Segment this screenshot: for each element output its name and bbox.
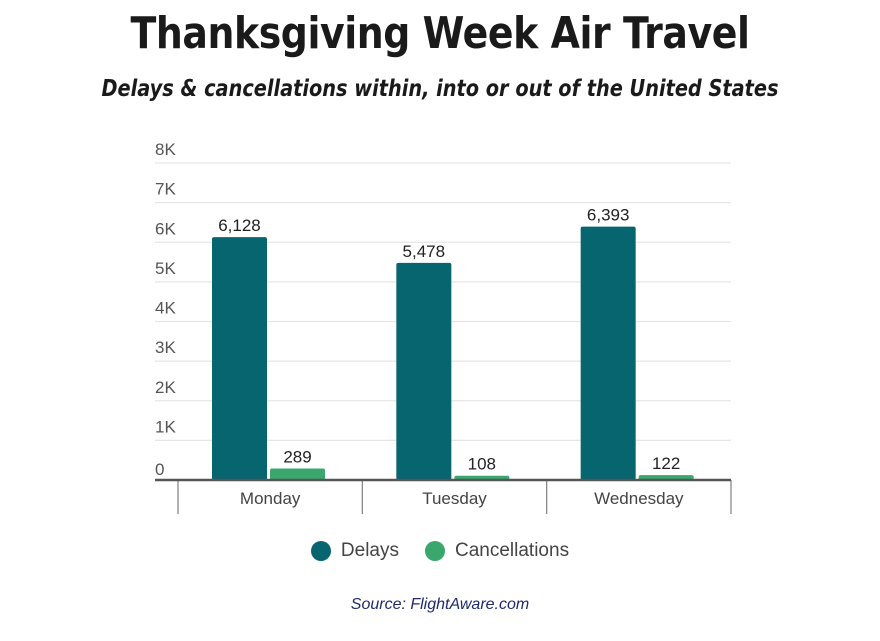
- y-tick-label: 3K: [155, 338, 176, 357]
- chart-title: Thanksgiving Week Air Travel: [130, 8, 750, 59]
- bar-value-label: 6,128: [218, 216, 261, 235]
- y-tick-label: 4K: [155, 299, 176, 318]
- bar-value-label: 108: [468, 455, 496, 474]
- legend-dot-icon: [425, 541, 445, 561]
- y-tick-label: 6K: [155, 219, 176, 238]
- delays-bar[interactable]: [396, 262, 452, 480]
- bar-value-label: 5,478: [403, 242, 446, 261]
- cancellations-bar[interactable]: [270, 468, 325, 480]
- y-tick-label: 2K: [155, 378, 176, 397]
- bar-value-label: 6,393: [587, 206, 630, 225]
- legend-item-cancellations[interactable]: Cancellations: [425, 540, 569, 562]
- bar-value-label: 122: [652, 454, 680, 473]
- y-tick-label: 1K: [155, 417, 176, 436]
- y-tick-label: 0: [155, 460, 164, 479]
- x-category-label: Tuesday: [422, 489, 487, 508]
- y-tick-label: 7K: [155, 180, 176, 199]
- delays-bar[interactable]: [580, 226, 636, 480]
- bar-value-label: 289: [283, 448, 311, 467]
- legend-dot-icon: [310, 541, 331, 561]
- x-category-label: Monday: [240, 489, 301, 508]
- y-tick-label: 8K: [155, 140, 176, 159]
- legend-label: Cancellations: [455, 540, 570, 561]
- legend: Delays Cancellations: [0, 540, 880, 562]
- delays-bar[interactable]: [212, 237, 267, 480]
- y-tick-label: 5K: [155, 259, 176, 278]
- x-category-label: Wednesday: [594, 489, 684, 508]
- legend-label: Delays: [340, 540, 399, 561]
- legend-item-delays[interactable]: Delays: [310, 540, 399, 562]
- chart-subtitle: Delays & cancellations within, into or o…: [101, 76, 779, 102]
- source-note: Source: FlightAware.com: [350, 596, 530, 613]
